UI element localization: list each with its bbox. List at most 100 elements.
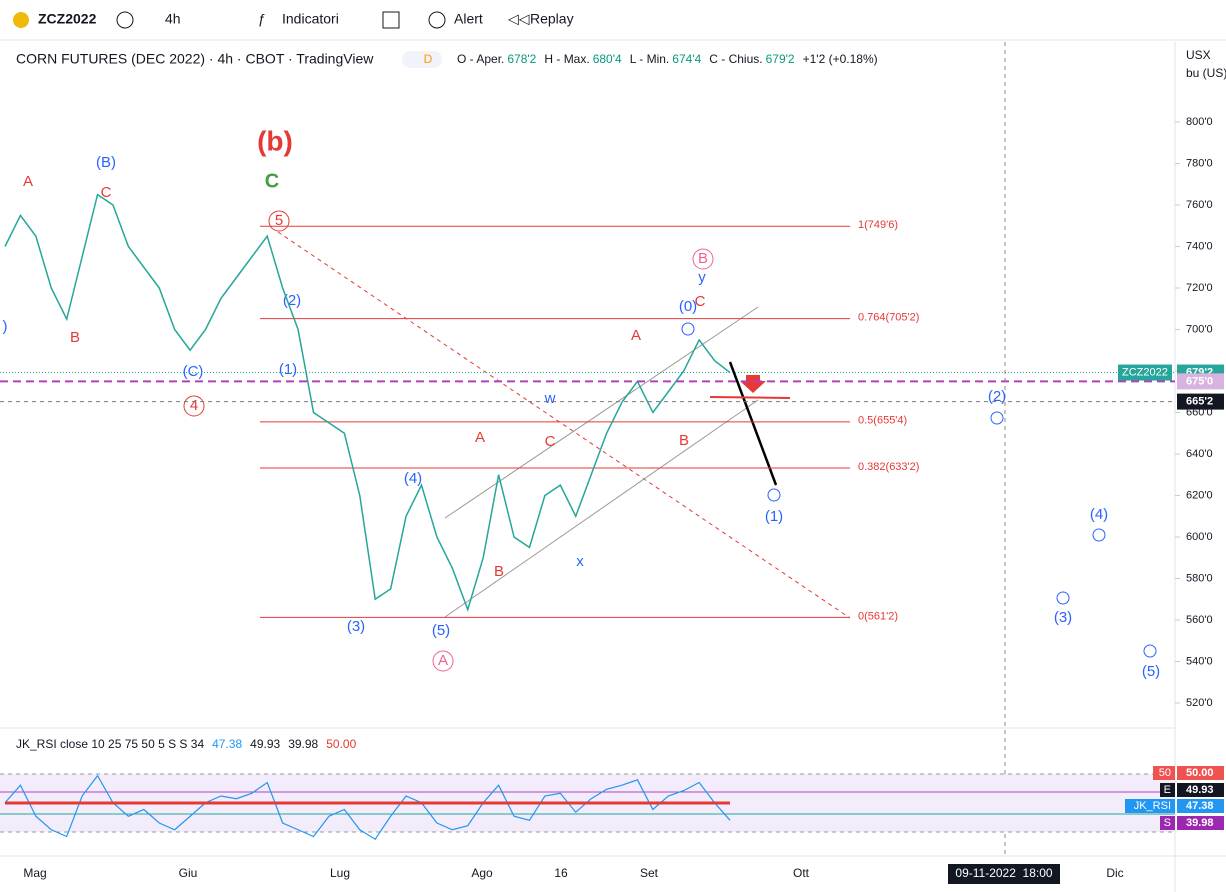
ohlc-item: 678'2	[507, 52, 536, 66]
target-line	[709, 396, 791, 399]
wave-label: (4)	[1090, 506, 1108, 523]
symbol[interactable]: ZCZ2022	[38, 11, 97, 27]
rsi-tag-bg	[1177, 766, 1224, 780]
wave-point	[1056, 591, 1070, 605]
price-tick-label: 700'0	[1186, 323, 1213, 335]
rsi-tag-bg	[1177, 799, 1224, 813]
time-label: Giu	[179, 866, 198, 880]
fib-label: 1(749'6)	[858, 219, 898, 231]
rsi-line	[4, 774, 731, 841]
rsi-tag-name-bg	[1125, 799, 1175, 813]
wave-label: (C)	[183, 363, 204, 380]
wave-label: A	[475, 429, 485, 446]
fib-label: 0.5(655'4)	[858, 415, 907, 427]
price-tick-label: 640'0	[1186, 448, 1213, 460]
wave-point	[990, 411, 1004, 425]
rsi-tag-name-bg	[1160, 816, 1175, 830]
wave-point	[681, 322, 695, 336]
wave-circle	[268, 210, 290, 232]
rsi-tag-name: E	[1164, 784, 1171, 796]
price-tick-label: 720'0	[1186, 282, 1213, 294]
rsi-tag-name-bg	[1153, 766, 1175, 780]
wave-label: (5)	[432, 622, 450, 639]
price-tick-label: 600'0	[1186, 531, 1213, 543]
time-label: Ago	[471, 866, 493, 880]
wave-label: (2)	[283, 292, 301, 309]
time-label: Dic	[1106, 866, 1123, 880]
wave-label: 4	[190, 397, 198, 414]
wave-label: (0)	[679, 298, 697, 315]
ohlc: O - Aper. 678'2 H - Max. 680'4 L - Min. 674'4…	[457, 52, 878, 66]
rsi-tag-name: S	[1164, 817, 1171, 829]
cursor-time: 09-11-2022 18:00	[955, 866, 1053, 880]
price-tick-label: 520'0	[1186, 697, 1213, 709]
rsi-value: 49.93	[250, 737, 280, 751]
rsi-legend: JK_RSI close 10 25 75 50 5 S S 34	[16, 737, 204, 751]
badge: D	[424, 52, 433, 66]
rsi-tag: 39.98	[1186, 817, 1214, 829]
ohlc-item: +1'2 (+0.18%)	[803, 52, 878, 66]
rsi-tag: 50.00	[1186, 767, 1214, 779]
ohlc-item: 679'2	[766, 52, 795, 66]
ohlc-item: O - Aper.	[457, 52, 504, 66]
price-tick-label: 740'0	[1186, 240, 1213, 252]
wave-label: w	[544, 390, 556, 407]
wave-label: (3)	[1054, 609, 1072, 626]
wave-point	[1143, 644, 1157, 658]
ohlc-item: 680'4	[593, 52, 622, 66]
rsi-tag-bg	[1177, 783, 1224, 797]
wave-label: (B)	[96, 154, 116, 171]
wave-label: A	[438, 652, 448, 669]
channel-bottom	[444, 399, 759, 618]
rsi-tag-bg	[1177, 816, 1224, 830]
price-tick-label: 560'0	[1186, 614, 1213, 626]
fib-label: 0.382(633'2)	[858, 461, 919, 473]
rsi-value: 47.38	[212, 737, 242, 751]
indicators[interactable]: Indicatori	[282, 11, 339, 27]
wave-label: (4)	[404, 470, 422, 487]
currency[interactable]: USX	[1186, 48, 1211, 62]
down-arrow	[740, 375, 766, 393]
wave-label: (1)	[765, 508, 783, 525]
time-label: Ott	[793, 866, 810, 880]
layouts[interactable]	[382, 11, 400, 29]
price-tag-bg	[1177, 393, 1224, 410]
wave-label: x	[576, 553, 584, 570]
time-label: Lug	[330, 866, 350, 880]
wave-label: C	[695, 293, 706, 310]
wave-label: C	[101, 184, 112, 201]
unit: bu (US)	[1186, 66, 1226, 80]
rsi-tag-name: JK_RSI	[1134, 800, 1171, 812]
trend-line	[277, 231, 851, 619]
time-label: Set	[640, 866, 659, 880]
symbol-icon	[13, 12, 29, 28]
wave-label: )	[3, 318, 8, 335]
wave-circle	[183, 395, 205, 417]
ohlc-item: C - Chius.	[709, 52, 762, 66]
tag-name: ZCZ2022	[1122, 366, 1168, 378]
price-tick-label: 760'0	[1186, 199, 1213, 211]
alert-icon	[428, 11, 446, 29]
price-tag: 665'2	[1186, 396, 1213, 408]
badge-bg	[402, 51, 442, 68]
alert[interactable]: Alert	[454, 11, 483, 27]
wave-label: (1)	[279, 361, 297, 378]
tag-bg	[1118, 364, 1172, 381]
wave-label: B	[679, 432, 689, 449]
wave-circle	[692, 248, 714, 270]
cursor-time-bg	[948, 864, 1060, 884]
add-symbol[interactable]	[116, 11, 134, 29]
interval[interactable]: 4h	[165, 11, 181, 27]
replay[interactable]: Replay	[530, 11, 574, 27]
price-tag: 675'0	[1186, 375, 1213, 387]
ohlc-item: L - Min.	[630, 52, 670, 66]
time-label: Mag	[23, 866, 46, 880]
rsi-tag-name: 50	[1159, 767, 1171, 779]
rsi-tag-name-bg	[1160, 783, 1175, 797]
wave-label: (5)	[1142, 663, 1160, 680]
price-tag-bg	[1177, 373, 1224, 390]
ohlc-item: H - Max.	[544, 52, 589, 66]
fib-label: 0.764(705'2)	[858, 312, 919, 324]
wave-label: C	[545, 433, 556, 450]
